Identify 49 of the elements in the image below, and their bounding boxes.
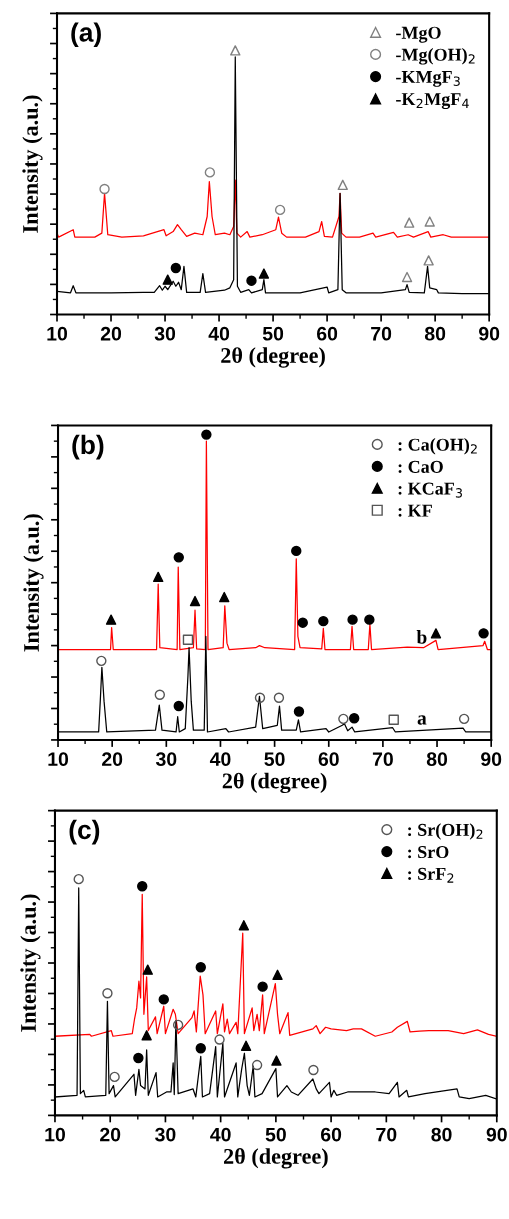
x-tick-label: 80 — [431, 1127, 452, 1142]
x-tick-label: 40 — [210, 1127, 231, 1142]
y-axis-title: Intensity (a.u.) — [22, 95, 43, 233]
legend-label: : KCaF$_{3}$ — [398, 482, 462, 498]
legend-label: : KF — [398, 504, 432, 517]
x-tick-label: 40 — [208, 326, 230, 341]
x-axis-title: 2θ (degree) — [224, 1148, 328, 1169]
series-label: b — [416, 630, 427, 644]
chart-title: (b) — [72, 434, 104, 460]
x-tick-label: 30 — [155, 752, 177, 767]
x-tick-label: 70 — [372, 752, 393, 767]
x-tick-label: 20 — [102, 752, 123, 767]
x-tick-label: 50 — [264, 752, 285, 767]
x-tick-label: 60 — [316, 326, 338, 341]
x-tick-label: 10 — [47, 326, 68, 341]
legend-label: -MgO — [396, 26, 441, 43]
legend-label: : Sr(OH)$_{2}$ — [408, 823, 483, 840]
x-tick-label: 20 — [100, 1127, 121, 1142]
chart-title: (c) — [69, 819, 100, 845]
x-tick-label: 60 — [321, 1127, 342, 1142]
x-tick-label: 50 — [265, 1127, 286, 1142]
y-axis-title: Intensity (a.u.) — [20, 894, 41, 1032]
x-tick-label: 10 — [48, 752, 69, 767]
x-axis-title: 2θ (degree) — [221, 347, 325, 368]
x-tick-label: 90 — [479, 326, 500, 341]
legend-label: : SrF$_{2}$ — [408, 867, 454, 883]
x-tick-label: 10 — [45, 1127, 65, 1142]
x-tick-label: 60 — [318, 752, 339, 767]
chart-title: (a) — [71, 22, 101, 48]
x-tick-label: 80 — [426, 752, 448, 767]
x-tick-label: 70 — [371, 326, 392, 341]
x-tick-label: 40 — [209, 752, 231, 767]
x-tick-label: 50 — [262, 326, 284, 341]
x-tick-label: 20 — [100, 326, 122, 341]
x-tick-label: 80 — [424, 326, 446, 341]
legend-label: : CaO — [398, 460, 443, 473]
x-tick-label: 90 — [481, 752, 502, 767]
legend-label: -K$_{2}$MgF$_{4}$ — [396, 93, 469, 110]
legend-label: : Ca(OH)$_{2}$ — [398, 438, 477, 455]
legend-label: : SrO — [408, 845, 449, 859]
x-tick-label: 70 — [376, 1127, 397, 1142]
x-axis-title: 2θ (degree) — [222, 772, 327, 794]
y-axis-title: Intensity (a.u.) — [23, 514, 44, 652]
x-tick-label: 30 — [155, 1127, 176, 1142]
series-label: a — [417, 715, 427, 725]
x-tick-label: 30 — [154, 326, 176, 341]
legend-label: -Mg(OH)$_{2}$ — [396, 48, 475, 65]
legend-label: -KMgF$_{3}$ — [396, 71, 460, 87]
x-tick-label: 90 — [486, 1127, 507, 1142]
